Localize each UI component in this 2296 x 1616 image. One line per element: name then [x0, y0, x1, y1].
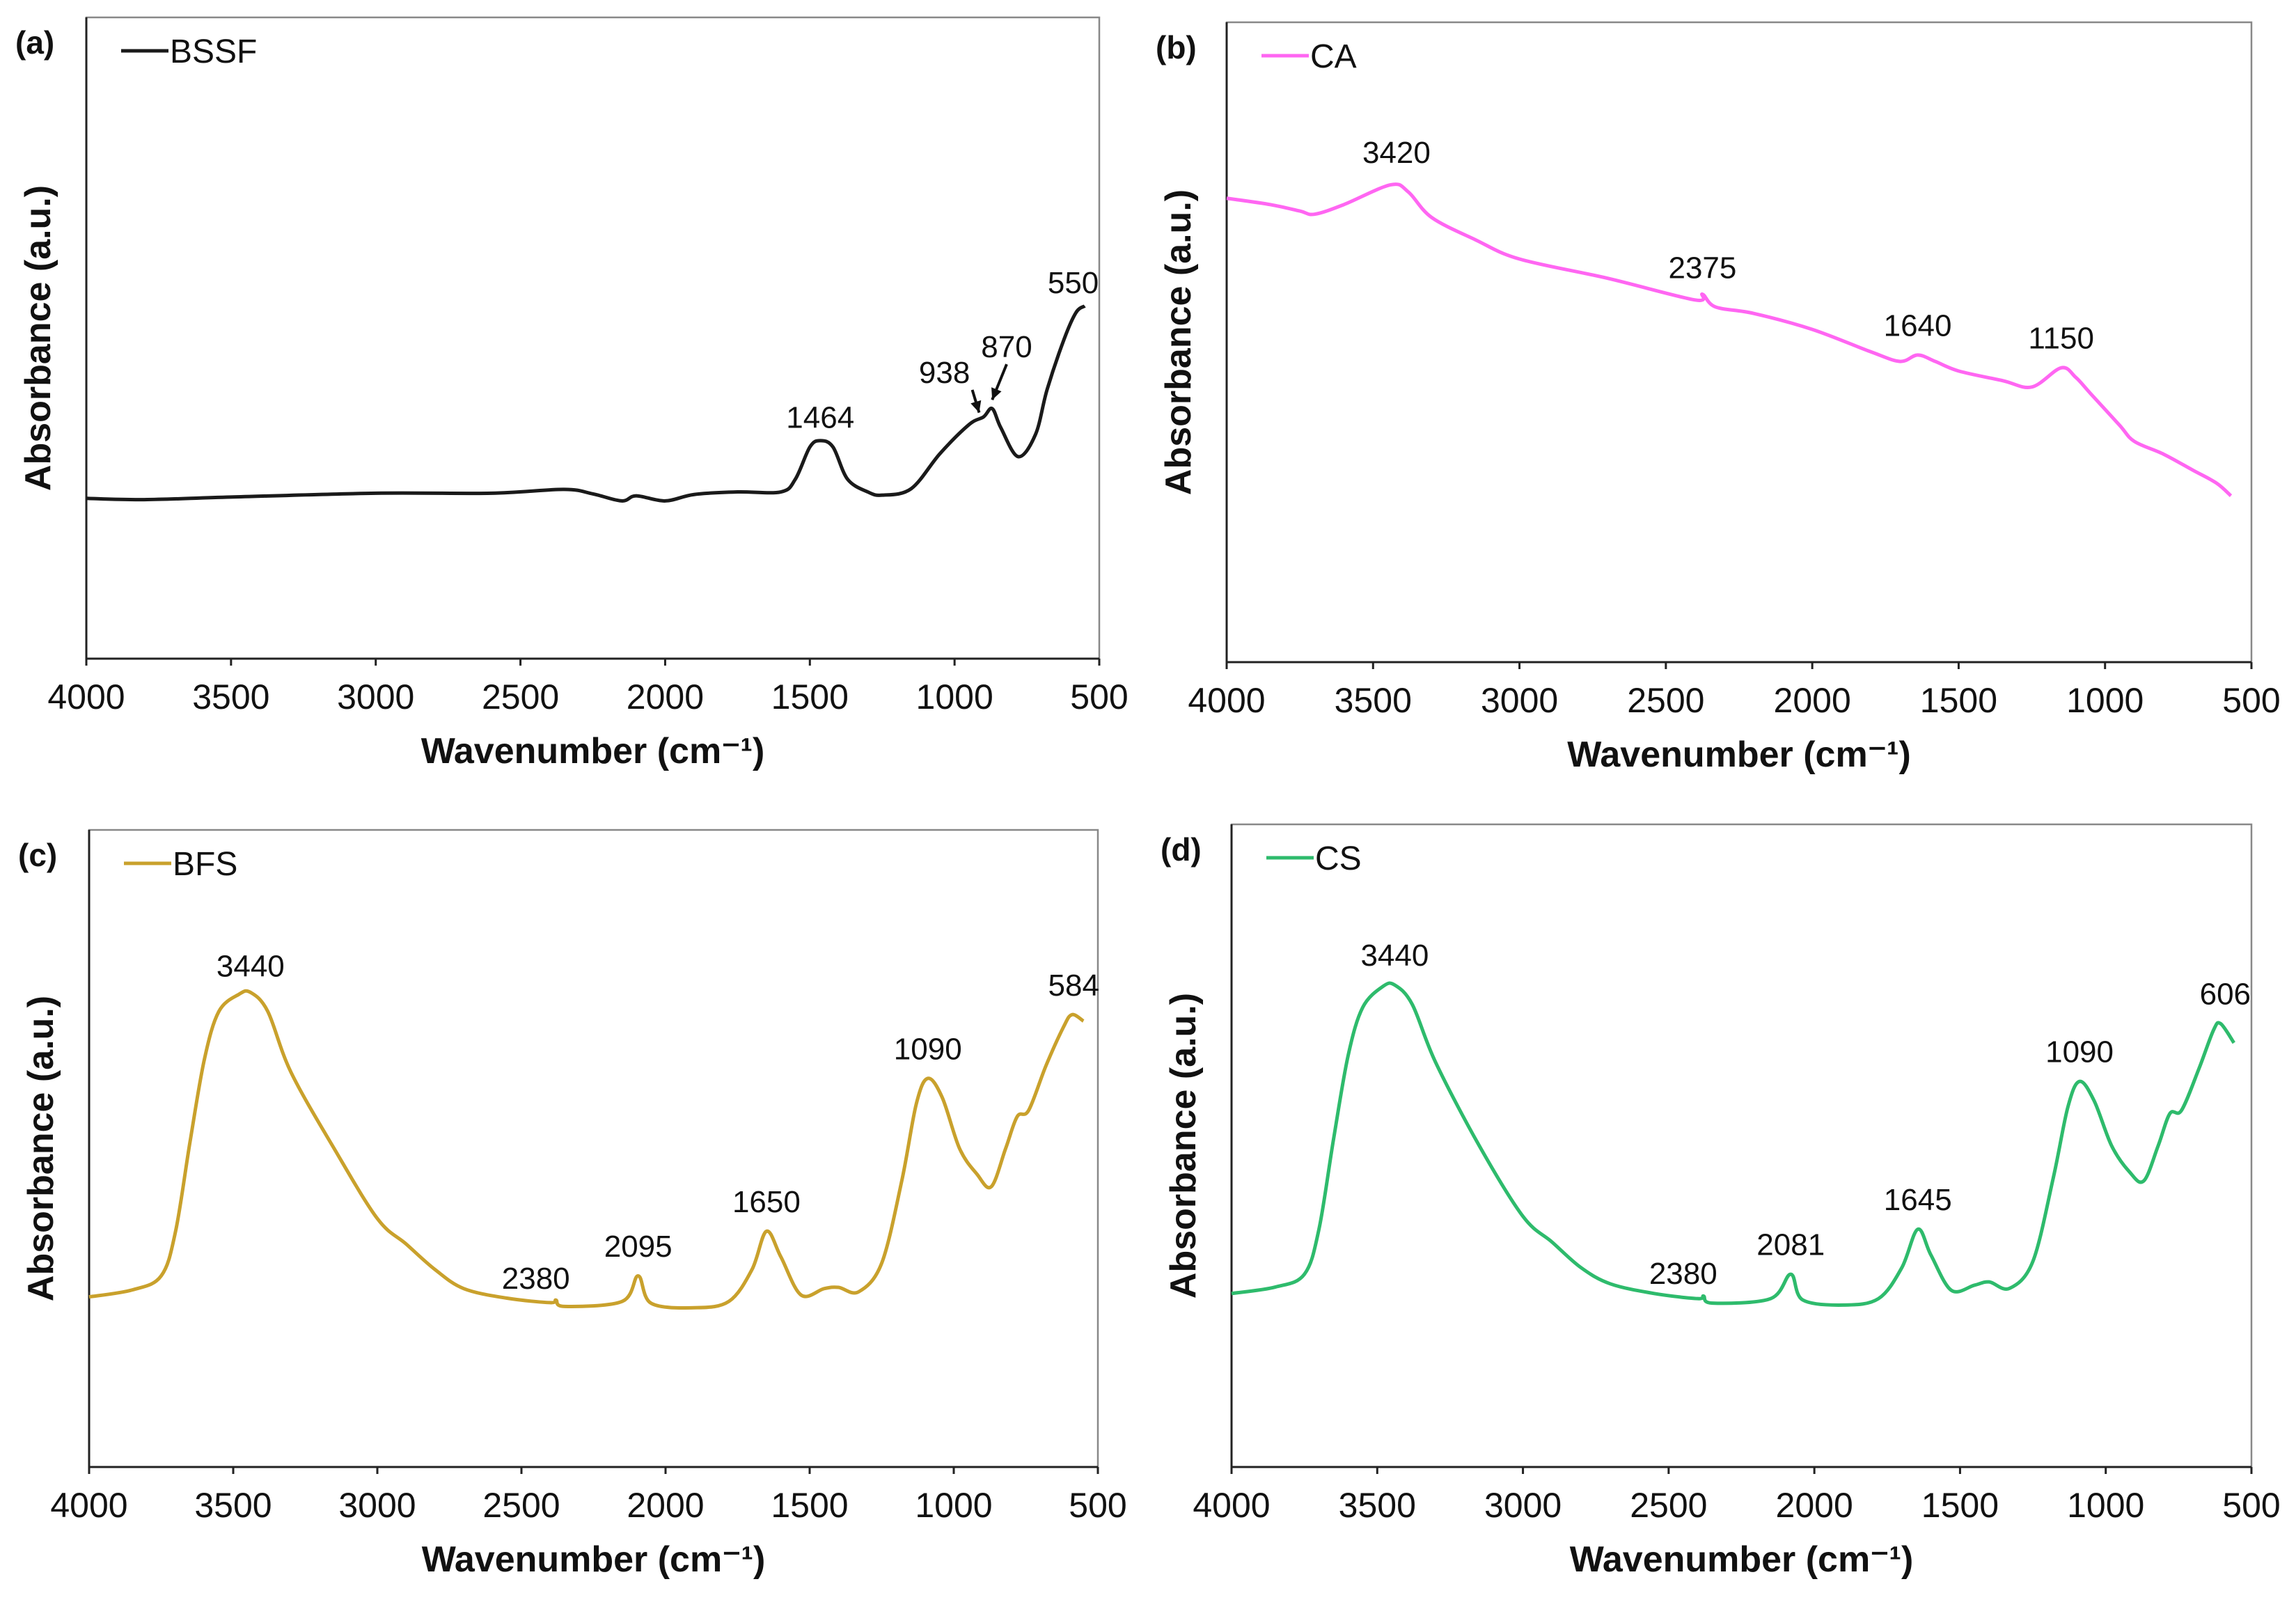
peak-label: 1090	[2045, 1035, 2114, 1069]
plot-frame	[85, 16, 1101, 660]
x-tick-label: 2000	[627, 1486, 704, 1525]
x-axis-title: Wavenumber (cm⁻¹)	[421, 731, 765, 771]
x-tick-label: 2000	[1776, 1486, 1853, 1525]
x-tick-label: 1000	[2066, 681, 2144, 720]
x-axis-title: Wavenumber (cm⁻¹)	[1570, 1539, 1914, 1580]
arrow-head-icon	[991, 387, 1002, 400]
x-tick-label: 3000	[338, 1486, 416, 1525]
plot-frame	[1230, 823, 2253, 1468]
y-axis-title: Absorbance (a.u.)	[21, 996, 61, 1301]
peak-label: 2095	[604, 1230, 673, 1264]
x-tick-label: 2500	[482, 677, 559, 716]
spectrum-line-cs	[1231, 981, 2235, 1307]
panel-label: (d)	[1161, 831, 1202, 868]
panel-label: (c)	[18, 837, 57, 873]
x-tick-label: 4000	[47, 677, 125, 716]
x-tick-label: 3000	[1481, 681, 1558, 720]
x-axis-title: Wavenumber (cm⁻¹)	[422, 1539, 766, 1580]
x-tick-label: 2000	[1774, 681, 1851, 720]
peak-label: 1150	[2028, 322, 2094, 356]
peak-label: 1645	[1884, 1183, 1952, 1217]
peak-label: 938	[919, 356, 970, 390]
spectrum-line-bfs	[88, 989, 1085, 1310]
y-axis-title: Absorbance (a.u.)	[1158, 189, 1199, 495]
peak-label: 2081	[1756, 1227, 1825, 1262]
peak-label: 606	[2200, 977, 2251, 1011]
x-tick-label: 3500	[1335, 681, 1412, 720]
x-tick-label: 1500	[771, 677, 849, 716]
x-tick-label: 1500	[1921, 1486, 1999, 1525]
peak-label: 1464	[786, 400, 854, 434]
x-tick-label: 1500	[771, 1486, 848, 1525]
panel-d: 4000 3500 3000 2500 2000 1500 1000 500 Wavenumbe…	[1161, 823, 2281, 1580]
plot-frame	[88, 829, 1099, 1468]
peak-label: 3440	[217, 949, 285, 983]
x-tick-label: 3500	[194, 1486, 272, 1525]
x-tick-label: 500	[2222, 1486, 2280, 1525]
x-tick-label: 500	[1069, 1486, 1126, 1525]
x-tick-label: 4000	[1193, 1486, 1270, 1525]
x-tick-label: 3500	[192, 677, 269, 716]
peak-label: 550	[1048, 266, 1099, 300]
y-axis-title: Absorbance (a.u.)	[1163, 993, 1204, 1299]
y-axis-title: Absorbance (a.u.)	[18, 185, 58, 491]
peak-label: 870	[981, 330, 1032, 364]
plot-frame	[1225, 21, 2253, 664]
panel-label: (a)	[15, 24, 54, 61]
peak-label: 3420	[1362, 136, 1431, 170]
x-axis-title: Wavenumber (cm⁻¹)	[1567, 735, 1911, 775]
x-tick-label: 1000	[916, 677, 993, 716]
x-tick-label: 1500	[1920, 681, 1997, 720]
peak-label: 3440	[1360, 939, 1429, 973]
x-tick-label: 3500	[1339, 1486, 1416, 1525]
x-tick-label: 1000	[915, 1486, 992, 1525]
x-tick-label: 2500	[1627, 681, 1704, 720]
peak-label: 1640	[1884, 308, 1952, 343]
panel-a: 4000 3500 3000 2500 2000 1500 1000 500 Wavenumbe…	[15, 16, 1129, 771]
panel-label: (b)	[1156, 29, 1197, 65]
x-tick-label: 500	[1070, 677, 1128, 716]
arrow-head-icon	[970, 400, 982, 413]
x-tick-label: 2500	[482, 1486, 560, 1525]
panel-b: 4000 3500 3000 2500 2000 1500 1000 500 Wavenumbe…	[1156, 21, 2281, 775]
x-tick-label: 1000	[2067, 1486, 2144, 1525]
legend-label: CS	[1315, 840, 1362, 877]
peak-label: 1090	[894, 1032, 962, 1066]
x-tick-label: 500	[2222, 681, 2280, 720]
panel-c: 4000 3500 3000 2500 2000 1500 1000 500 Wavenumbe…	[18, 829, 1127, 1580]
x-tick-label: 2000	[627, 677, 704, 716]
x-tick-label: 4000	[50, 1486, 127, 1525]
peak-label: 584	[1048, 968, 1099, 1003]
spectrum-line-bssf	[86, 304, 1086, 503]
peak-label: 2380	[1649, 1257, 1717, 1291]
legend-label: BFS	[173, 846, 237, 883]
spectrum-line-ca	[1226, 182, 2233, 497]
x-tick-label: 4000	[1188, 681, 1265, 720]
peak-label: 1650	[732, 1185, 801, 1219]
peak-label: 2375	[1668, 251, 1736, 285]
x-tick-label: 2500	[1630, 1486, 1707, 1525]
peak-label: 2380	[502, 1262, 570, 1296]
x-tick-label: 3000	[337, 677, 414, 716]
legend-label: CA	[1310, 38, 1357, 75]
legend-label: BSSF	[170, 33, 257, 70]
x-tick-label: 3000	[1484, 1486, 1562, 1525]
